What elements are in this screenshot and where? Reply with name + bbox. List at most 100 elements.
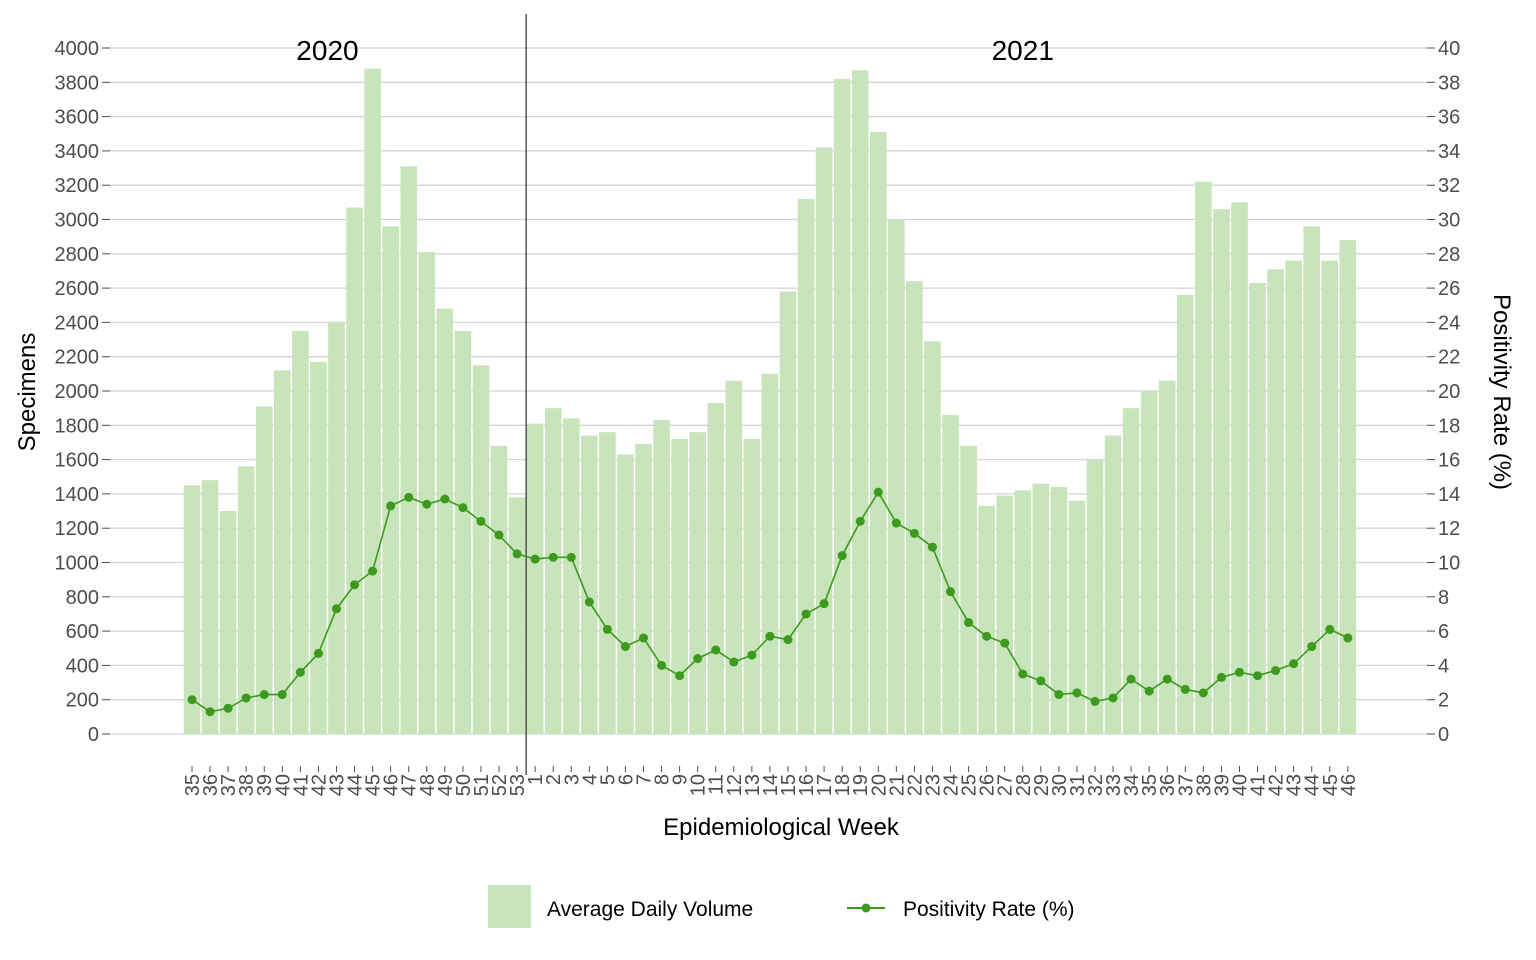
bar [1303,226,1321,735]
data-point [512,549,522,559]
x-tick-label: 22 [904,774,926,796]
data-point [620,642,630,652]
bar [1195,181,1212,734]
data-point [1126,674,1136,684]
y2-tick-label: 0 [1438,724,1449,746]
x-tick-label: 48 [417,774,439,796]
bar [996,495,1013,734]
y-tick-label: 3600 [55,107,100,129]
legend-label-line: Positivity Rate (%) [903,898,1075,921]
x-tick-label: 20 [868,774,890,796]
bar [1086,459,1104,734]
y-tick-label: 3000 [55,210,100,232]
bar [888,219,905,734]
data-point [801,609,811,619]
bar [490,445,508,734]
x-tick-label: 45 [1320,774,1342,796]
bar [472,365,490,734]
bar [346,207,363,734]
y2-tick-label: 38 [1438,72,1460,94]
x-tick-label: 36 [1157,774,1179,796]
data-point [964,618,974,628]
x-tick-label: 10 [688,774,710,796]
x-tick-label: 35 [1139,774,1161,796]
y2-tick-label: 4 [1438,655,1449,677]
bar [1321,260,1339,734]
bar [1014,490,1032,734]
y2-tick-label: 2 [1438,690,1449,712]
y-tick-label: 400 [66,655,99,677]
bar [1177,294,1194,734]
x-tick-label: 41 [1248,774,1270,796]
y2-tick-label: 18 [1438,415,1460,437]
bar [201,480,219,734]
x-tick-label: 39 [254,774,276,796]
y-tick-label: 2000 [55,381,100,403]
y2-axis-title: Positivity Rate (%) [1488,294,1515,490]
y2-tick-label: 32 [1438,175,1460,197]
data-point [313,648,323,658]
y2-tick-label: 24 [1438,312,1460,334]
bar [761,373,779,734]
year-labels: 2020 2021 [296,35,1054,66]
x-tick-label: 40 [1229,774,1251,796]
x-axis-title: Epidemiological Week [663,814,900,841]
data-point [1271,666,1281,676]
bar [1140,391,1158,734]
bar [1285,260,1302,734]
x-tick-label: 34 [1121,774,1143,796]
x-tick-label: 17 [814,774,836,796]
bar [1122,408,1140,734]
data-point [639,633,648,643]
y2-tick-label: 20 [1438,381,1460,403]
y-tick-label: 0 [88,724,99,746]
legend-swatch-bar [488,885,531,928]
x-tick-label: 39 [1211,774,1233,796]
x-tick-label: 37 [218,774,240,796]
x-tick-label: 40 [272,774,294,796]
data-point [205,707,215,717]
bar [436,308,454,734]
data-point [891,518,901,528]
y-tick-label: 1800 [55,415,100,437]
bar [599,432,616,734]
data-point [1000,638,1010,648]
x-tick-label: 9 [670,774,692,785]
y2-tick-label: 22 [1438,347,1460,369]
bar [1267,269,1284,734]
data-point [404,492,414,502]
bar [255,406,273,734]
y-tick-label: 1600 [55,450,100,472]
y-tick-label: 800 [66,587,99,609]
x-tick-label: 52 [489,774,511,796]
y2-tick-label: 6 [1438,621,1449,643]
x-tick-label: 27 [995,774,1017,796]
bar [797,198,815,735]
data-point [566,552,576,562]
x-tick-label: 16 [796,774,818,796]
data-point [982,631,992,641]
data-point [1090,696,1100,706]
x-tick-label: 35 [182,774,204,796]
data-point [855,516,865,526]
bar [743,439,761,734]
left-axis-ticks: 0 200 400 600 800 1000 1200 1400 1600 1800 2000 220… [55,38,110,746]
x-tick-label: 45 [363,774,385,796]
x-tick-label: 4 [579,774,601,785]
data-point [819,599,829,609]
x-tick-label: 11 [706,774,728,795]
bar [292,330,309,734]
y-tick-label: 1400 [55,484,100,506]
data-point [187,695,197,705]
data-point [458,503,468,513]
bar [851,70,869,735]
x-tick-label: 30 [1049,774,1071,796]
x-tick-label: 42 [1266,774,1288,796]
bar [1158,380,1176,734]
data-point [259,690,269,700]
y2-tick-label: 28 [1438,244,1460,266]
data-point [946,587,956,597]
data-point [711,645,721,655]
data-point [1180,684,1190,694]
bar [382,226,399,735]
